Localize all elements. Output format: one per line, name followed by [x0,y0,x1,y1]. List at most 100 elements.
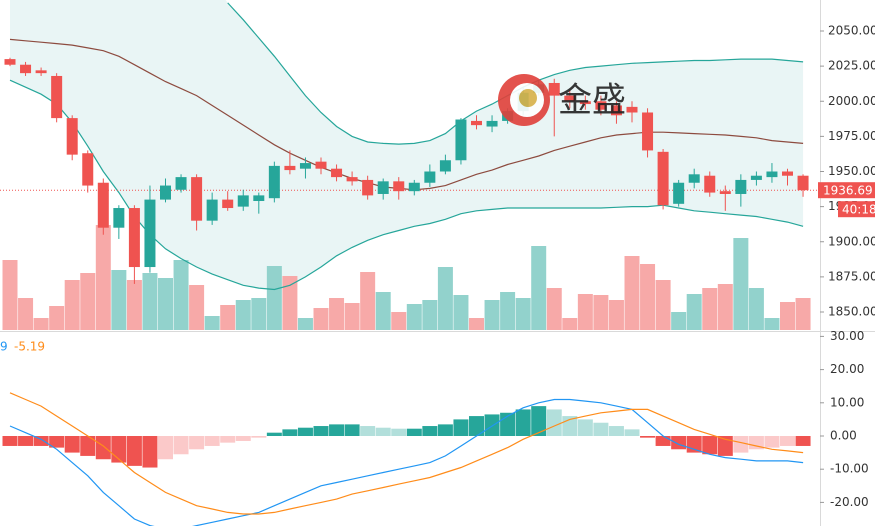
countdown-box [838,201,875,218]
volume-bar [391,312,407,330]
candle-body [579,101,591,105]
candle-body [315,161,327,169]
histogram-bar [671,436,687,450]
candle-body [719,191,731,194]
histogram-bar [686,436,702,453]
histogram-bar [640,436,656,438]
volume-bar [484,300,500,330]
volume-bar [266,266,282,330]
histogram-bar [748,436,764,450]
volume-bar [469,318,484,330]
volume-bar [2,260,18,330]
histogram-bar [780,436,795,446]
volume-bar [733,238,749,330]
volume-bar [297,318,313,330]
histogram-bar [764,436,780,448]
y-tick-label: 0.00 [830,429,857,443]
candle-body [424,171,436,183]
y-tick-label: 2000.00 [828,94,875,108]
y-tick-label: -20.00 [830,495,869,509]
volume-bar [344,303,360,330]
volume-bar [33,318,49,330]
volume-bar [158,278,173,330]
volume-bar [748,288,764,330]
candle-body [377,181,389,194]
candle-body [331,168,343,178]
candle-body [4,59,16,65]
histogram-bar [329,424,345,436]
histogram-bar [546,409,562,436]
histogram-bar [158,436,173,460]
volume-bar [360,272,376,330]
y-tick-label: 1850.00 [828,305,875,319]
volume-bar [453,295,469,330]
histogram-bar [453,419,469,436]
last-price-label: 1936.69 [823,184,873,198]
y-tick-label: 1875.00 [828,269,875,283]
histogram-bar [608,426,624,436]
volume-bar [702,288,718,330]
logo-core [519,89,537,107]
histogram-bar [515,409,531,436]
volume-bar [686,294,702,330]
volume-bar [655,280,671,330]
candle-body [128,208,140,268]
indicator-line [9,398,804,526]
volume-bar [49,306,65,330]
histogram-bar [33,436,49,446]
histogram-bar [437,424,453,436]
volume-bar [189,285,205,330]
countdown-label: 40:18 [842,203,875,217]
macd-pane [2,392,811,526]
histogram-bar [18,436,34,446]
histogram-bar [795,436,811,446]
volume-bar [437,267,453,330]
volume-bar [142,273,158,330]
histogram-bar [251,436,267,438]
volume-bar [515,298,531,330]
volume-bar [204,316,220,330]
histogram-bar [624,429,640,436]
y-tick-label: -10.00 [830,462,869,476]
histogram-bar [80,436,96,456]
histogram-bar [702,436,718,455]
candle-body [486,120,498,127]
candle-body [750,175,762,180]
candle-body [393,181,405,192]
volume-bar [422,300,438,330]
candle-body [642,112,654,151]
y-tick-label: 2025.00 [828,59,875,73]
candle-body [113,208,125,228]
candle-body [66,118,78,155]
axes: 2050.002025.002000.001975.001950.001925.… [818,24,875,509]
volume-bar [18,298,34,330]
histogram-bar [593,422,609,436]
y-tick-label: 1975.00 [828,129,875,143]
histogram-bar [173,436,189,455]
candle-body [191,177,203,221]
candle-body [455,119,467,161]
histogram-bar [126,436,142,466]
candle-body [82,153,94,186]
volume-bar [95,225,111,330]
histogram-bar [360,426,376,436]
candle-body [206,199,218,221]
last-price-box [818,182,875,199]
indicator-line [9,392,804,515]
indicator-line [9,38,804,191]
macd-legend-value: -5.19 [14,340,45,354]
histogram-bar [469,416,484,436]
histogram-bar [655,436,671,446]
histogram-bar [2,436,18,446]
candle-body [408,182,420,192]
volume-bar [406,304,422,330]
volume-bar [546,288,562,330]
volume-bar [220,305,236,330]
histogram-bar [717,436,733,456]
candle-body [673,182,685,204]
volume-bar [717,284,733,330]
volume-bar [173,260,189,330]
histogram-bar [189,436,205,450]
volume-bar [329,298,345,330]
